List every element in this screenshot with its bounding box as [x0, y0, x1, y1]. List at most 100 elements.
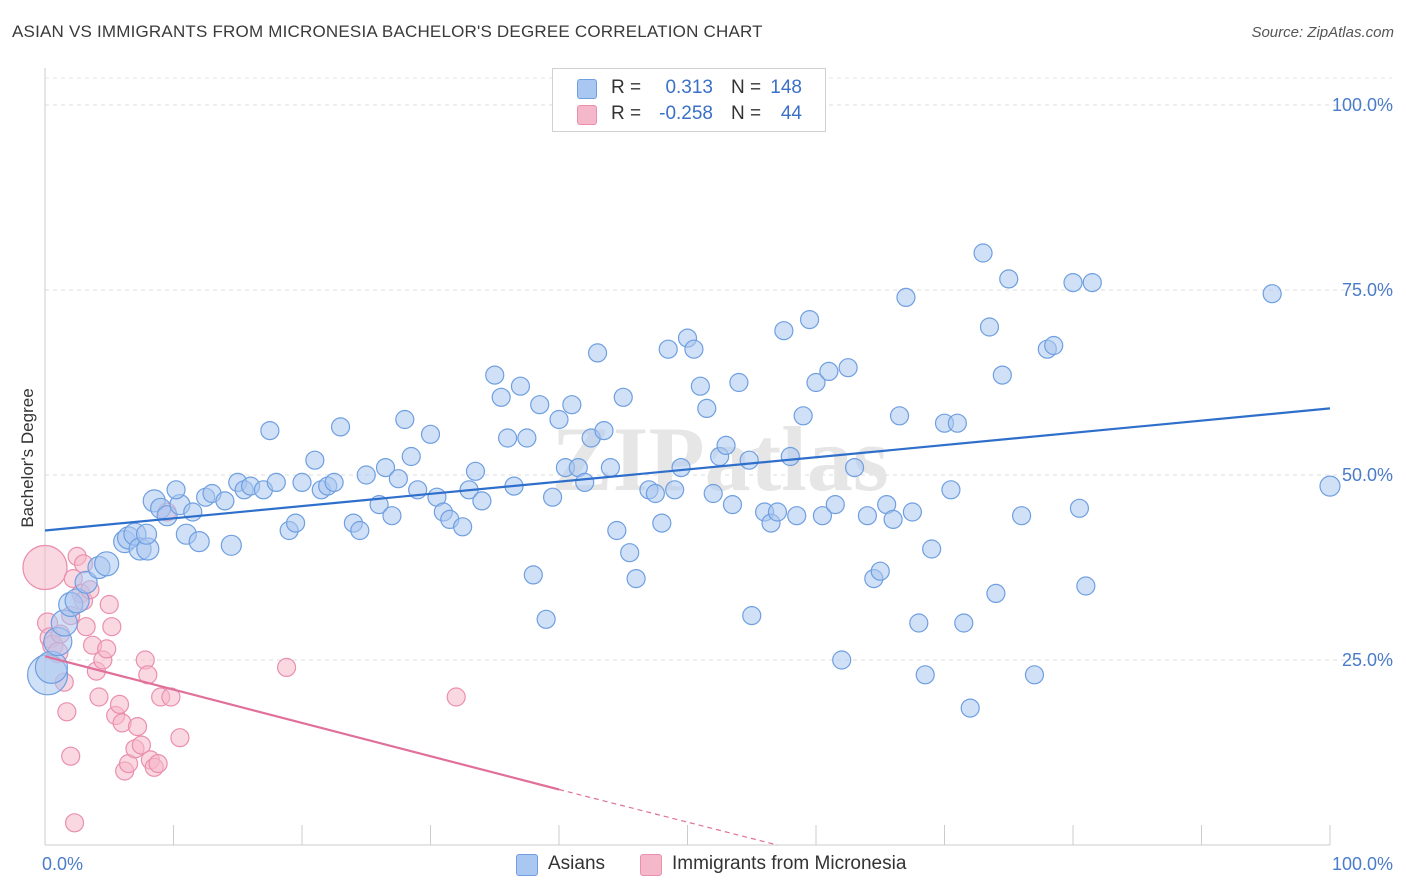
micronesia-point	[170, 728, 190, 748]
asian-point	[780, 446, 800, 467]
micronesia-trend-extension	[558, 788, 778, 846]
asian-point	[832, 650, 852, 670]
asian-point	[1044, 335, 1064, 356]
asian-point	[292, 472, 312, 492]
bottom-legend-label: Immigrants from Micronesia	[672, 853, 907, 874]
asian-point	[188, 530, 210, 553]
micronesia-point	[22, 544, 68, 591]
bottom-legend-label: Asians	[548, 853, 606, 874]
asian-point	[999, 269, 1019, 289]
asian-point	[739, 450, 759, 470]
asian-point	[620, 543, 640, 563]
micronesia-point	[446, 687, 466, 707]
legend-n-label: N =	[731, 77, 762, 98]
asian-point	[549, 409, 569, 430]
asian-point	[722, 495, 743, 515]
asian-point	[979, 317, 1000, 337]
asian-point	[671, 458, 691, 478]
asian-point	[266, 472, 286, 492]
asian-point	[774, 321, 794, 341]
micronesia-point	[276, 657, 297, 678]
asian-point	[536, 609, 556, 629]
asian-point	[915, 665, 935, 685]
asian-point	[575, 472, 595, 492]
asian-point	[94, 551, 120, 577]
micronesia-point	[109, 694, 130, 715]
asian-point	[703, 483, 723, 504]
correlation-legend: R = 0.313 N = 148 R = -0.258 N = 44	[552, 68, 826, 132]
asian-point	[793, 406, 813, 426]
legend-r-label: R =	[611, 77, 642, 98]
asian-point	[594, 421, 614, 441]
asian-point	[844, 458, 865, 478]
chart-source: Source: ZipAtlas.com	[1251, 24, 1394, 41]
asian-point	[510, 376, 531, 396]
legend-row-asians: R = 0.313 N = 148	[553, 75, 825, 101]
asian-point	[665, 480, 685, 500]
asian-point	[716, 435, 736, 455]
asian-point	[902, 502, 922, 522]
asian-point	[857, 506, 878, 526]
micronesia-point	[99, 594, 119, 615]
asian-point	[954, 613, 974, 633]
asian-point	[375, 458, 396, 478]
micronesia-trend-line	[44, 655, 560, 791]
asian-point	[1063, 273, 1083, 293]
micronesia-point	[148, 753, 168, 774]
asian-point	[838, 358, 858, 378]
y-tick-label: 100.0%	[1332, 95, 1393, 115]
asian-point	[870, 561, 890, 581]
chart-title: ASIAN VS IMMIGRANTS FROM MICRONESIA BACH…	[12, 22, 763, 41]
asian-point	[388, 469, 408, 489]
asian-point	[453, 517, 473, 537]
asian-point	[941, 480, 961, 500]
micronesia-point	[127, 716, 148, 737]
asian-point	[285, 513, 306, 533]
legend-r-value: 0.313	[665, 77, 713, 98]
asian-point	[613, 387, 633, 407]
asian-point	[992, 365, 1012, 385]
legend-swatch-micronesia	[577, 105, 597, 125]
asians-trend-line	[44, 407, 1331, 532]
y-tick-label: 25.0%	[1342, 650, 1393, 670]
asian-point	[922, 539, 942, 559]
asian-point	[652, 513, 672, 533]
micronesia-point	[64, 813, 85, 833]
asian-point	[1082, 273, 1102, 293]
micronesia-point	[102, 617, 122, 637]
asian-point	[330, 417, 351, 437]
asian-point	[607, 520, 627, 541]
asian-point	[517, 428, 537, 448]
asian-point	[530, 395, 550, 415]
asian-point	[1024, 665, 1045, 685]
asian-point	[74, 570, 98, 594]
asian-point	[896, 287, 916, 307]
legend-swatch-asians	[577, 79, 597, 99]
legend-n-label: N =	[731, 103, 762, 124]
asian-point	[690, 376, 710, 396]
asian-point	[382, 506, 402, 526]
asian-point	[973, 243, 993, 263]
x-tick-label: 0.0%	[42, 854, 83, 874]
micronesia-point	[61, 746, 81, 766]
asian-point	[645, 483, 665, 504]
asian-point	[183, 502, 203, 522]
asian-point	[166, 480, 186, 500]
asian-point	[350, 520, 370, 541]
asian-point	[324, 472, 344, 492]
asian-point	[491, 387, 511, 407]
asian-point	[767, 502, 788, 522]
asian-point	[401, 446, 421, 467]
asian-point	[909, 613, 929, 633]
grid-lines	[45, 77, 1392, 661]
bottom-legend-swatch-micronesia	[640, 854, 662, 876]
legend-n-value: 148	[770, 77, 802, 98]
asian-point	[498, 428, 518, 448]
asian-point	[1011, 506, 1032, 526]
micronesia-point	[131, 735, 151, 755]
asian-point	[799, 310, 820, 330]
y-tick-label: 50.0%	[1342, 465, 1393, 485]
asian-point	[697, 398, 717, 418]
asian-point	[215, 491, 235, 511]
asian-point	[806, 372, 826, 393]
